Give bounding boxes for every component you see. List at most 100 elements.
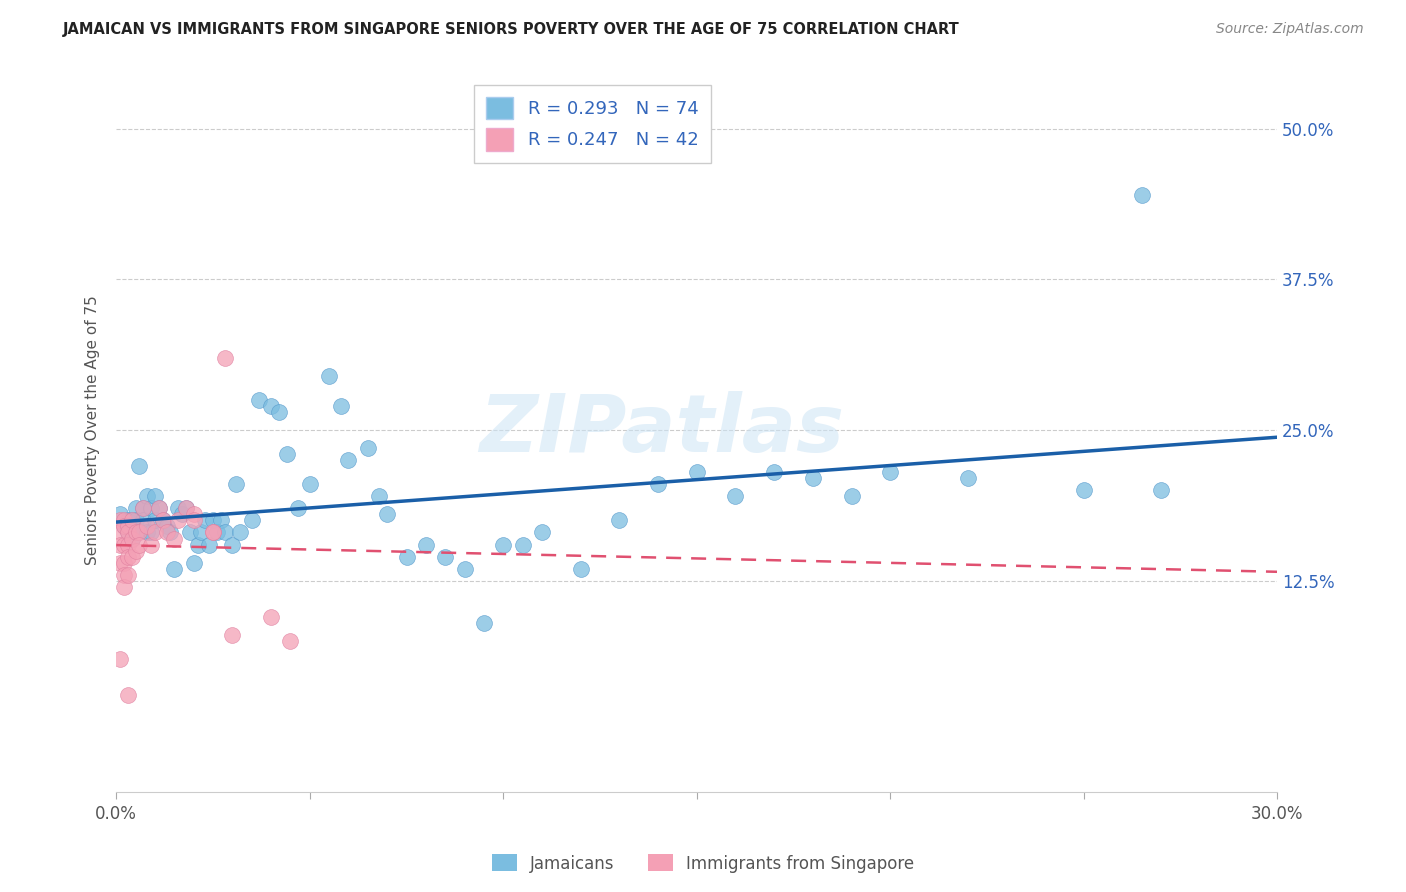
Point: [260, 610, 283, 624]
Point: [143, 513, 166, 527]
Point: [647, 477, 669, 491]
Point: [155, 519, 177, 533]
Point: [112, 580, 135, 594]
Point: [124, 525, 146, 540]
Point: [121, 532, 143, 546]
Point: [229, 525, 252, 540]
Point: [318, 368, 340, 383]
Point: [112, 556, 135, 570]
Point: [124, 519, 146, 533]
Point: [357, 441, 380, 455]
Point: [841, 489, 863, 503]
Legend: Jamaicans, Immigrants from Singapore: Jamaicans, Immigrants from Singapore: [485, 847, 921, 880]
Point: [221, 628, 243, 642]
Point: [267, 405, 290, 419]
Point: [186, 537, 208, 551]
Point: [287, 501, 309, 516]
Point: [202, 525, 225, 540]
Point: [453, 561, 475, 575]
Point: [148, 501, 170, 516]
Point: [209, 513, 232, 527]
Point: [112, 537, 135, 551]
Point: [117, 525, 139, 540]
Point: [194, 513, 217, 527]
Point: [190, 525, 212, 540]
Point: [260, 399, 283, 413]
Point: [512, 537, 534, 551]
Point: [375, 508, 398, 522]
Point: [202, 525, 225, 540]
Point: [136, 489, 159, 503]
Point: [337, 453, 360, 467]
Point: [108, 537, 131, 551]
Point: [329, 399, 352, 413]
Point: [143, 525, 166, 540]
Point: [139, 501, 162, 516]
Point: [198, 537, 221, 551]
Point: [240, 513, 263, 527]
Point: [132, 513, 155, 527]
Point: [1130, 188, 1153, 202]
Point: [801, 471, 824, 485]
Point: [609, 513, 631, 527]
Point: [167, 513, 190, 527]
Point: [249, 392, 271, 407]
Point: [202, 513, 225, 527]
Point: [121, 513, 143, 527]
Point: [148, 501, 170, 516]
Text: JAMAICAN VS IMMIGRANTS FROM SINGAPORE SENIORS POVERTY OVER THE AGE OF 75 CORRELA: JAMAICAN VS IMMIGRANTS FROM SINGAPORE SE…: [63, 22, 960, 37]
Legend: R = 0.293   N = 74, R = 0.247   N = 42: R = 0.293 N = 74, R = 0.247 N = 42: [474, 85, 711, 163]
Point: [956, 471, 979, 485]
Point: [395, 549, 418, 564]
Point: [124, 513, 146, 527]
Point: [530, 525, 553, 540]
Point: [163, 561, 186, 575]
Point: [108, 525, 131, 540]
Point: [117, 567, 139, 582]
Point: [117, 549, 139, 564]
Point: [136, 519, 159, 533]
Point: [298, 477, 321, 491]
Point: [225, 477, 247, 491]
Point: [183, 513, 205, 527]
Point: [472, 615, 495, 630]
Point: [112, 519, 135, 533]
Point: [368, 489, 391, 503]
Point: [108, 556, 131, 570]
Point: [108, 513, 131, 527]
Point: [152, 513, 174, 527]
Y-axis label: Seniors Poverty Over the Age of 75: Seniors Poverty Over the Age of 75: [86, 295, 100, 565]
Point: [179, 525, 201, 540]
Point: [492, 537, 515, 551]
Point: [112, 567, 135, 582]
Point: [152, 513, 174, 527]
Point: [763, 465, 786, 479]
Point: [214, 351, 236, 365]
Point: [1073, 483, 1095, 498]
Point: [124, 543, 146, 558]
Point: [155, 525, 177, 540]
Point: [117, 688, 139, 702]
Point: [280, 634, 302, 648]
Point: [112, 513, 135, 527]
Point: [117, 519, 139, 533]
Point: [128, 459, 150, 474]
Point: [108, 508, 131, 522]
Point: [128, 525, 150, 540]
Point: [205, 525, 228, 540]
Point: [1150, 483, 1173, 498]
Point: [121, 549, 143, 564]
Point: [167, 501, 190, 516]
Point: [132, 501, 155, 516]
Point: [183, 556, 205, 570]
Point: [159, 525, 181, 540]
Point: [139, 525, 162, 540]
Point: [128, 525, 150, 540]
Point: [108, 652, 131, 666]
Point: [174, 501, 197, 516]
Point: [724, 489, 747, 503]
Point: [136, 525, 159, 540]
Point: [128, 537, 150, 551]
Point: [183, 508, 205, 522]
Point: [117, 537, 139, 551]
